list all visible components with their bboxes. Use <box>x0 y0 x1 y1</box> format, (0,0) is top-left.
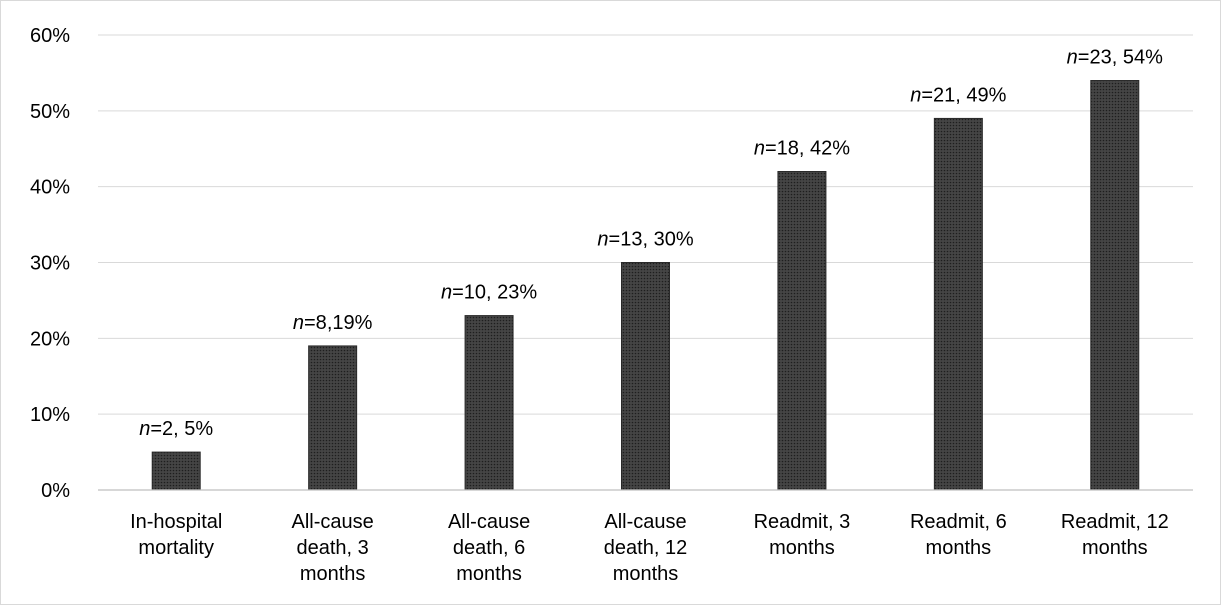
x-category-label: Readmit, 6 months <box>910 511 1007 559</box>
x-category-label-line: Readmit, 3 <box>754 511 851 533</box>
x-category-label-line: months <box>300 563 366 585</box>
data-label-rest: , 30% <box>642 229 693 251</box>
bar <box>933 117 983 491</box>
data-label-n-value: =18 <box>765 138 799 160</box>
data-label-rest: , 49% <box>955 84 1006 106</box>
data-label: n=18, 42% <box>754 138 850 160</box>
data-label-rest: , 5% <box>173 418 213 440</box>
x-category-label-line: months <box>926 537 992 559</box>
x-category-label-line: mortality <box>138 537 214 559</box>
bar <box>777 171 827 491</box>
y-tick-label: 20% <box>30 328 70 350</box>
data-label-n-value: =10 <box>452 282 486 304</box>
data-label-n-value: =21 <box>921 84 955 106</box>
bars <box>151 80 1140 491</box>
data-label: n=13, 30% <box>597 229 693 251</box>
y-tick-label: 40% <box>30 177 70 199</box>
data-label-n-value: =2 <box>150 418 173 440</box>
bar <box>621 262 670 491</box>
x-category-label: All-cause death, 6 months <box>448 511 530 585</box>
x-category-label-line: All-cause <box>292 511 374 533</box>
x-category-label: In-hospital mortality <box>130 511 222 559</box>
bar <box>151 451 201 491</box>
data-label: n=2, 5% <box>139 418 213 440</box>
x-category-label-line: Readmit, 12 <box>1061 511 1169 533</box>
data-label-n-value: =13 <box>609 229 643 251</box>
x-category-label-line: death, 6 <box>453 537 525 559</box>
y-tick-label: 0% <box>41 480 70 502</box>
x-category-label-line: months <box>456 563 522 585</box>
x-category-label-line: months <box>613 563 679 585</box>
data-label-rest: , 54% <box>1112 47 1163 69</box>
x-category-label-line: death, 3 <box>296 537 368 559</box>
data-label-rest: ,19% <box>327 312 373 334</box>
data-label-rest: , 23% <box>486 282 537 304</box>
bar <box>308 345 358 491</box>
data-label: n=21, 49% <box>910 84 1006 106</box>
x-category-label-line: Readmit, 6 <box>910 511 1007 533</box>
data-label: n=8,19% <box>293 312 373 334</box>
y-tick-label: 30% <box>30 253 70 275</box>
data-label: n=10, 23% <box>441 282 537 304</box>
y-tick-label: 50% <box>30 101 70 123</box>
x-category-label: All-cause death, 12 months <box>604 511 687 585</box>
bar <box>1090 80 1140 491</box>
x-category-label-line: All-cause <box>604 511 686 533</box>
x-category-label-line: All-cause <box>448 511 530 533</box>
y-tick-label: 60% <box>30 25 70 47</box>
data-label-n-value: =8 <box>304 312 327 334</box>
y-axis-tick-labels: 0% 10% 20% 30% 40% 50% 60% <box>30 25 70 502</box>
data-label: n=23, 54% <box>1067 47 1163 69</box>
x-axis-category-labels: In-hospital mortality All-cause death, 3 mon… <box>130 511 1169 585</box>
x-category-label-line: In-hospital <box>130 511 222 533</box>
x-category-label-line: months <box>1082 537 1148 559</box>
x-category-label: Readmit, 12 months <box>1061 511 1169 559</box>
y-tick-label: 10% <box>30 404 70 426</box>
data-labels: n=2, 5% n=8,19% n=10, 23% n=13, 30% n=18, 42… <box>139 47 1163 441</box>
x-category-label-line: months <box>769 537 835 559</box>
x-category-label-line: death, 12 <box>604 537 687 559</box>
x-category-label: Readmit, 3 months <box>754 511 851 559</box>
data-label-rest: , 42% <box>799 138 850 160</box>
bar <box>464 315 514 491</box>
data-label-n-value: =23 <box>1078 47 1112 69</box>
x-category-label: All-cause death, 3 months <box>292 511 374 585</box>
